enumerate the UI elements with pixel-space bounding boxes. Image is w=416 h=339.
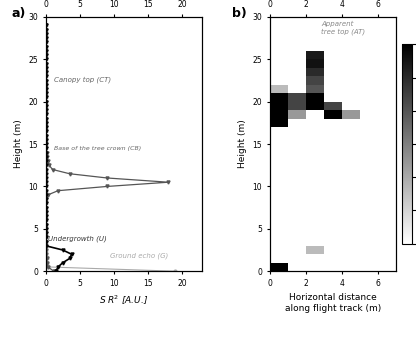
Y-axis label: Height (m): Height (m) <box>14 120 23 168</box>
Text: Canopy top (CT): Canopy top (CT) <box>54 77 111 83</box>
Text: Ground echo (G): Ground echo (G) <box>110 253 168 259</box>
Text: Apparent
tree top (AT): Apparent tree top (AT) <box>321 21 365 35</box>
Text: a): a) <box>11 7 26 20</box>
Y-axis label: Height (m): Height (m) <box>238 120 247 168</box>
Text: Base of the tree crown (CB): Base of the tree crown (CB) <box>54 146 141 151</box>
Text: b): b) <box>232 7 246 20</box>
X-axis label: S R$^2$ [A.U.]: S R$^2$ [A.U.] <box>99 293 149 306</box>
Text: Undergrowth (U): Undergrowth (U) <box>49 235 107 241</box>
X-axis label: Horizontal distance
along flight track (m): Horizontal distance along flight track (… <box>285 293 381 313</box>
